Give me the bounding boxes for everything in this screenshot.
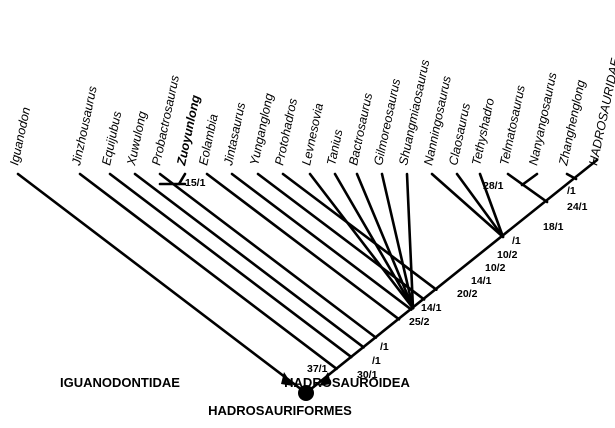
taxon-label: Tanius: [324, 128, 345, 166]
node-label: /1: [380, 341, 389, 353]
taxon-label: Bactrosaurus: [346, 92, 375, 167]
branch: [304, 158, 599, 395]
branch: [177, 172, 187, 186]
taxon-label: HADROSAURIDAE: [586, 56, 615, 166]
branch: [380, 172, 415, 310]
branch: [478, 172, 505, 239]
root-node: [298, 385, 314, 401]
node-label: /1: [512, 235, 521, 247]
node-label: /1: [372, 355, 381, 367]
taxon-label: Iguanodon: [7, 106, 33, 167]
taxon-label: Nanyangosaurus: [526, 71, 559, 166]
branch: [256, 172, 426, 301]
branch: [158, 172, 378, 339]
branch: [565, 172, 578, 181]
taxon-label: Protohadros: [272, 97, 300, 167]
branch: [78, 172, 338, 371]
taxon-label: Tethyshadro: [469, 97, 497, 167]
node-label: 18/1: [543, 221, 564, 233]
branch: [133, 172, 365, 349]
node-label: 24/1: [567, 201, 588, 213]
branch: [506, 172, 549, 204]
taxon-label: Eolambia: [196, 113, 221, 167]
arrow: [281, 372, 293, 386]
branch: [333, 172, 415, 310]
taxon-label: Zhanghenglong: [556, 79, 588, 168]
branch: [230, 172, 413, 311]
branch: [455, 172, 505, 239]
node-label: 25/2: [409, 316, 430, 328]
taxon-label: Yunganglong: [247, 92, 276, 167]
branch: [430, 172, 505, 239]
node-label: 10/2: [497, 249, 518, 261]
branch: [308, 172, 415, 310]
node-label: 10/2: [485, 262, 506, 274]
node-label: 14/1: [421, 302, 442, 314]
clade-label: HADROSAURIFORMES: [208, 403, 352, 418]
branch: [520, 172, 539, 187]
branch: [16, 172, 308, 395]
node-label: 37/1: [307, 363, 328, 375]
taxon-label: Telmatosaurus: [497, 84, 528, 167]
node-label: 30/1: [357, 369, 378, 381]
branch: [355, 172, 415, 310]
arrow: [319, 372, 331, 386]
clade-label: IGUANODONTIDAE: [60, 375, 180, 390]
taxon-label: Claosaurus: [446, 102, 473, 167]
branch: [108, 172, 353, 359]
taxon-label: Jinzhousaurus: [69, 85, 100, 168]
taxon-label: Xuwulong: [124, 110, 149, 168]
branch: [405, 172, 415, 310]
branch: [281, 172, 438, 291]
node-label: 28/1: [483, 180, 504, 192]
taxon-label: Equijubus: [99, 110, 124, 167]
node-label: 20/2: [457, 288, 478, 300]
node-label: /1: [567, 185, 576, 197]
taxon-label: Levnesovia: [299, 102, 326, 167]
taxon-label: Jintasaurus: [221, 101, 248, 167]
node-label: 14/1: [471, 275, 492, 287]
node-label: 15/1: [185, 177, 206, 189]
branch: [205, 172, 401, 321]
